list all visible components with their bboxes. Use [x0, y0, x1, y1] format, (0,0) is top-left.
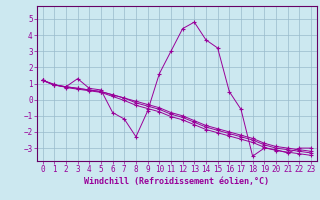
- X-axis label: Windchill (Refroidissement éolien,°C): Windchill (Refroidissement éolien,°C): [84, 177, 269, 186]
